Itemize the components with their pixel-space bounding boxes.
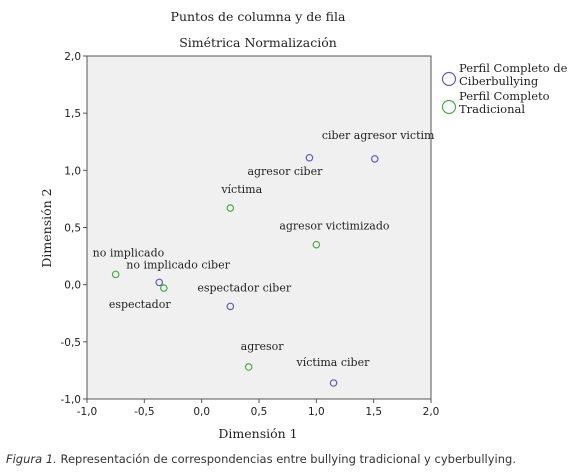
x-tick-label: 0,5	[251, 406, 268, 418]
data-label: víctima ciber	[296, 356, 371, 369]
point-labels: ciber agresor victim agresor ciber no impl…	[93, 129, 435, 369]
y-tick-label: 1,0	[64, 165, 81, 177]
chart-title: Puntos de columna y de fila	[171, 9, 346, 24]
caption-lead: Figura 1.	[6, 452, 57, 466]
point-ciberbullying	[329, 379, 338, 387]
data-label: no implicado ciber	[126, 258, 230, 271]
y-axis-label: Dimensión 2	[39, 188, 54, 267]
data-label: víctima	[220, 183, 262, 196]
legend-label: Perfil Completo de	[459, 61, 568, 75]
chart-subtitle: Simétrica Normalización	[179, 35, 337, 50]
legend-label: Ciberbullying	[459, 74, 539, 88]
y-tick-label: -1,0	[61, 394, 82, 406]
correspondence-chart: Puntos de columna y de fila Simétrica No…	[39, 9, 568, 441]
y-tick-label: -0,5	[61, 337, 82, 349]
data-label: espectador	[109, 298, 172, 311]
point-ciberbullying	[226, 302, 235, 311]
data-label: espectador ciber	[197, 281, 291, 294]
y-axis-ticks: -1,0 -0,5 0,0 0,5 1,0 1,5 2,0	[61, 51, 87, 406]
x-tick-label: -1,0	[77, 406, 98, 418]
data-label: agresor	[241, 340, 285, 353]
data-points	[111, 153, 379, 387]
point-tradicional	[160, 284, 168, 292]
y-tick-label: 1,5	[64, 108, 81, 120]
x-tick-label: 1,0	[308, 406, 325, 418]
point-tradicional	[226, 204, 235, 212]
point-tradicional	[111, 270, 120, 279]
data-label: agresor ciber	[247, 165, 323, 178]
figure-caption: Figura 1. Representación de corresponden…	[6, 452, 516, 466]
x-axis-label: Dimensión 1	[218, 426, 297, 441]
x-tick-label: 0,0	[193, 406, 210, 418]
data-label: ciber agresor victim	[322, 129, 435, 142]
point-ciberbullying	[305, 153, 314, 162]
x-tick-label: 2,0	[423, 406, 440, 418]
y-tick-label: 0,5	[64, 223, 81, 235]
y-tick-label: 2,0	[64, 51, 81, 63]
legend-label: Tradicional	[459, 102, 525, 116]
legend-label: Perfil Completo	[459, 89, 550, 103]
caption-text: Representación de correspondencias entre…	[56, 452, 516, 466]
x-axis-ticks: -1,0 -0,5 0,0 0,5 1,0 1,5 2,0	[77, 399, 440, 418]
data-label: agresor victimizado	[279, 220, 390, 233]
y-tick-label: 0,0	[64, 280, 81, 292]
x-tick-label: 1,5	[365, 406, 382, 418]
point-ciberbullying	[371, 155, 379, 163]
point-tradicional	[312, 240, 321, 249]
legend-marker-icon	[441, 99, 457, 115]
point-tradicional	[244, 363, 253, 371]
data-label: no implicado	[93, 246, 165, 259]
legend-marker-icon	[441, 71, 457, 87]
x-tick-label: -0,5	[134, 406, 155, 418]
plot-area	[86, 55, 432, 400]
point-ciberbullying	[155, 278, 164, 287]
